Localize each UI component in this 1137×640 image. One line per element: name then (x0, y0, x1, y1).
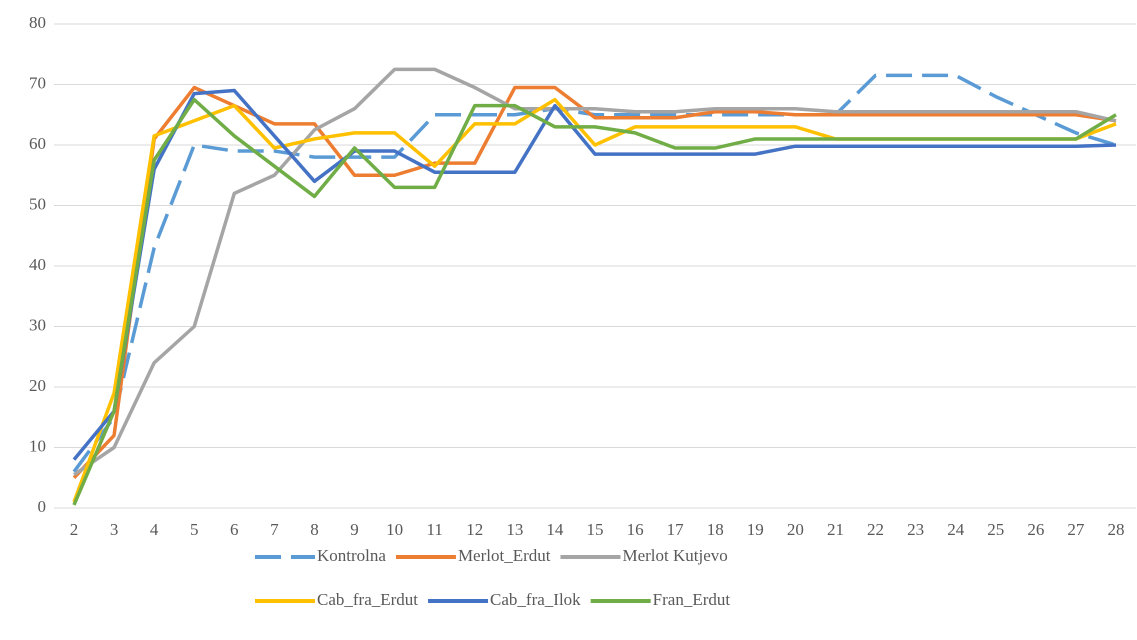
y-tick-label: 10 (29, 436, 46, 455)
x-tick-label: 21 (827, 520, 844, 539)
x-tick-label: 2 (70, 520, 79, 539)
x-tick-label: 11 (427, 520, 443, 539)
y-tick-label: 20 (29, 376, 46, 395)
x-tick-label: 28 (1108, 520, 1125, 539)
y-tick-label: 80 (29, 13, 46, 32)
x-tick-label: 16 (627, 520, 644, 539)
y-tick-label: 30 (29, 315, 46, 334)
y-tick-label: 60 (29, 134, 46, 153)
x-tick-label: 10 (386, 520, 403, 539)
x-tick-label: 6 (230, 520, 239, 539)
series-line (72, 97, 1117, 503)
x-tick-label: 3 (110, 520, 119, 539)
legend-label: Kontrolna (317, 546, 386, 565)
series-line (72, 88, 1117, 461)
legend-label: Cab_fra_Ilok (490, 590, 581, 609)
y-tick-label: 0 (38, 497, 47, 516)
x-tick-label: 15 (587, 520, 604, 539)
x-tick-label: 25 (987, 520, 1004, 539)
x-tick-label: 17 (667, 520, 685, 539)
y-tick-label: 40 (29, 255, 46, 274)
x-tick-label: 23 (907, 520, 924, 539)
x-tick-label: 19 (747, 520, 764, 539)
legend-label: Merlot_Erdut (458, 546, 551, 565)
x-tick-label: 12 (466, 520, 483, 539)
legend-label: Cab_fra_Erdut (317, 590, 418, 609)
x-tick-label: 18 (707, 520, 724, 539)
y-tick-label: 50 (29, 194, 46, 213)
x-tick-label: 13 (506, 520, 523, 539)
x-tick-label: 7 (270, 520, 279, 539)
x-tick-label: 14 (546, 520, 564, 539)
x-tick-label: 20 (787, 520, 804, 539)
legend-label: Merlot Kutjevo (622, 546, 727, 565)
series-line (72, 73, 1117, 473)
x-tick-label: 22 (867, 520, 884, 539)
x-tick-label: 24 (947, 520, 965, 539)
legend-label: Fran_Erdut (653, 590, 731, 609)
series-line (72, 97, 1117, 506)
x-tick-label: 27 (1067, 520, 1085, 539)
x-tick-label: 9 (350, 520, 359, 539)
x-tick-label: 4 (150, 520, 159, 539)
series-line (72, 85, 1117, 479)
x-tick-label: 8 (310, 520, 319, 539)
y-tick-label: 70 (29, 73, 46, 92)
series-line (73, 67, 1117, 477)
x-tick-label: 26 (1027, 520, 1044, 539)
x-tick-label: 5 (190, 520, 199, 539)
